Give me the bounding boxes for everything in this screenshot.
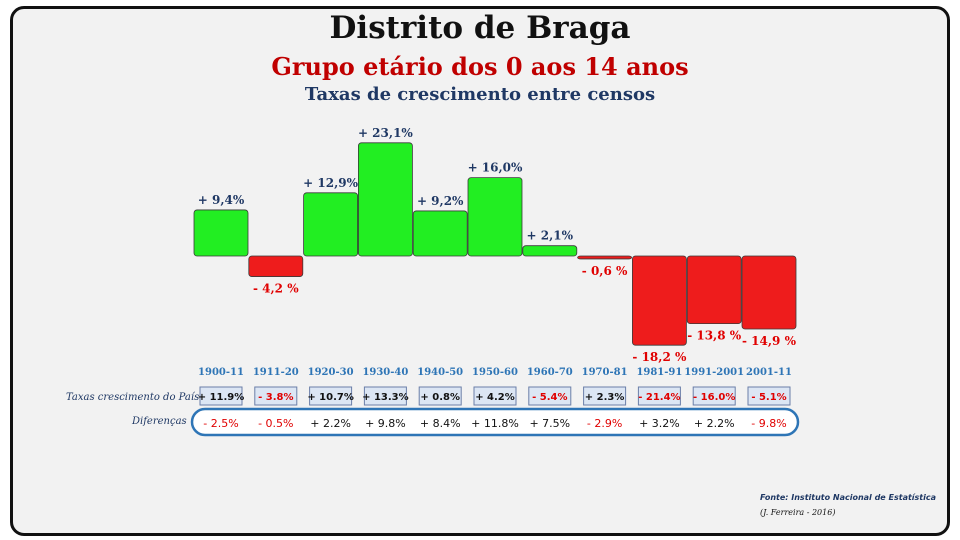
country-rate-box — [692, 386, 736, 406]
data-label: + 16,0% — [468, 161, 523, 175]
bar — [522, 245, 578, 257]
category-label: 1960-70 — [527, 367, 573, 378]
country-rate-box — [473, 386, 517, 406]
author-note: (J. Ferreira - 2016) — [760, 508, 836, 517]
category-label: 1991-2001 — [684, 367, 744, 378]
country-rate: - 16.0% — [693, 392, 735, 403]
bar — [467, 177, 523, 257]
chart-subtitle: Grupo etário dos 0 aos 14 anos — [271, 52, 689, 81]
difference-value: + 2.2% — [310, 417, 351, 430]
country-rate-box — [637, 386, 681, 406]
country-rate-box — [309, 386, 353, 406]
difference-value: - 9.8% — [751, 417, 786, 430]
chart-subtitle-2: Taxas de crescimento entre censos — [304, 84, 656, 105]
category-label: 1900-11 — [198, 367, 244, 378]
country-rate: + 11.9% — [198, 392, 245, 403]
country-rates-label: Taxas crescimento do País — [66, 392, 200, 403]
bar — [577, 255, 632, 260]
bar — [632, 255, 687, 346]
country-rate-box — [363, 386, 407, 406]
country-rate-box — [254, 386, 298, 406]
country-rate: + 13.3% — [362, 392, 409, 403]
country-rate: + 2.3% — [585, 392, 625, 403]
country-rate-box — [747, 386, 791, 406]
difference-value: - 2.9% — [587, 417, 622, 430]
difference-value: + 7.5% — [529, 417, 570, 430]
country-rate-box — [199, 386, 243, 406]
category-label: 1970-81 — [582, 367, 628, 378]
bar — [412, 210, 468, 257]
data-label: - 13,8 % — [687, 329, 742, 343]
difference-value: + 2.2% — [694, 417, 735, 430]
category-label: 2001-11 — [746, 367, 792, 378]
data-label: + 9,4% — [198, 193, 245, 207]
country-rate: - 3.8% — [258, 392, 293, 403]
data-label: + 23,1% — [358, 126, 413, 140]
difference-value: + 11.8% — [471, 417, 519, 430]
country-rate: - 5.1% — [751, 392, 786, 403]
difference-value: - 0.5% — [258, 417, 293, 430]
bar — [686, 255, 742, 325]
country-rate: + 4.2% — [475, 392, 515, 403]
data-label: - 18,2 % — [632, 350, 687, 364]
bar — [357, 142, 413, 257]
country-rate-box — [418, 386, 462, 406]
bar — [193, 209, 249, 257]
category-label: 1930-40 — [362, 367, 408, 378]
source-note: Fonte: Instituto Nacional de Estatística — [759, 493, 936, 502]
category-label: 1911-20 — [253, 367, 299, 378]
data-label: - 0,6 % — [582, 264, 628, 278]
country-rate: - 21.4% — [638, 392, 680, 403]
difference-value: + 3.2% — [639, 417, 680, 430]
data-label: + 2,1% — [527, 229, 574, 243]
category-label: 1940-50 — [417, 367, 463, 378]
data-label: + 12,9% — [303, 176, 358, 190]
country-rate-box — [528, 386, 572, 406]
category-label: 1950-60 — [472, 367, 518, 378]
country-rate: + 10.7% — [307, 392, 354, 403]
difference-value: - 2.5% — [203, 417, 238, 430]
differences-label: Diferenças — [132, 416, 187, 427]
bar — [303, 192, 359, 257]
chart-title: Distrito de Braga — [329, 10, 631, 46]
country-rate-box — [583, 386, 627, 406]
data-label: + 9,2% — [417, 194, 464, 208]
bar — [741, 255, 797, 330]
differences-box — [190, 407, 800, 437]
category-label: 1920-30 — [308, 367, 354, 378]
category-label: 1981-91 — [636, 367, 682, 378]
difference-value: + 9.8% — [365, 417, 406, 430]
difference-value: + 8.4% — [420, 417, 461, 430]
data-label: - 4,2 % — [253, 282, 299, 296]
bar — [248, 255, 304, 277]
country-rate: + 0.8% — [420, 392, 460, 403]
country-rate: - 5.4% — [532, 392, 567, 403]
data-label: - 14,9 % — [742, 334, 797, 348]
